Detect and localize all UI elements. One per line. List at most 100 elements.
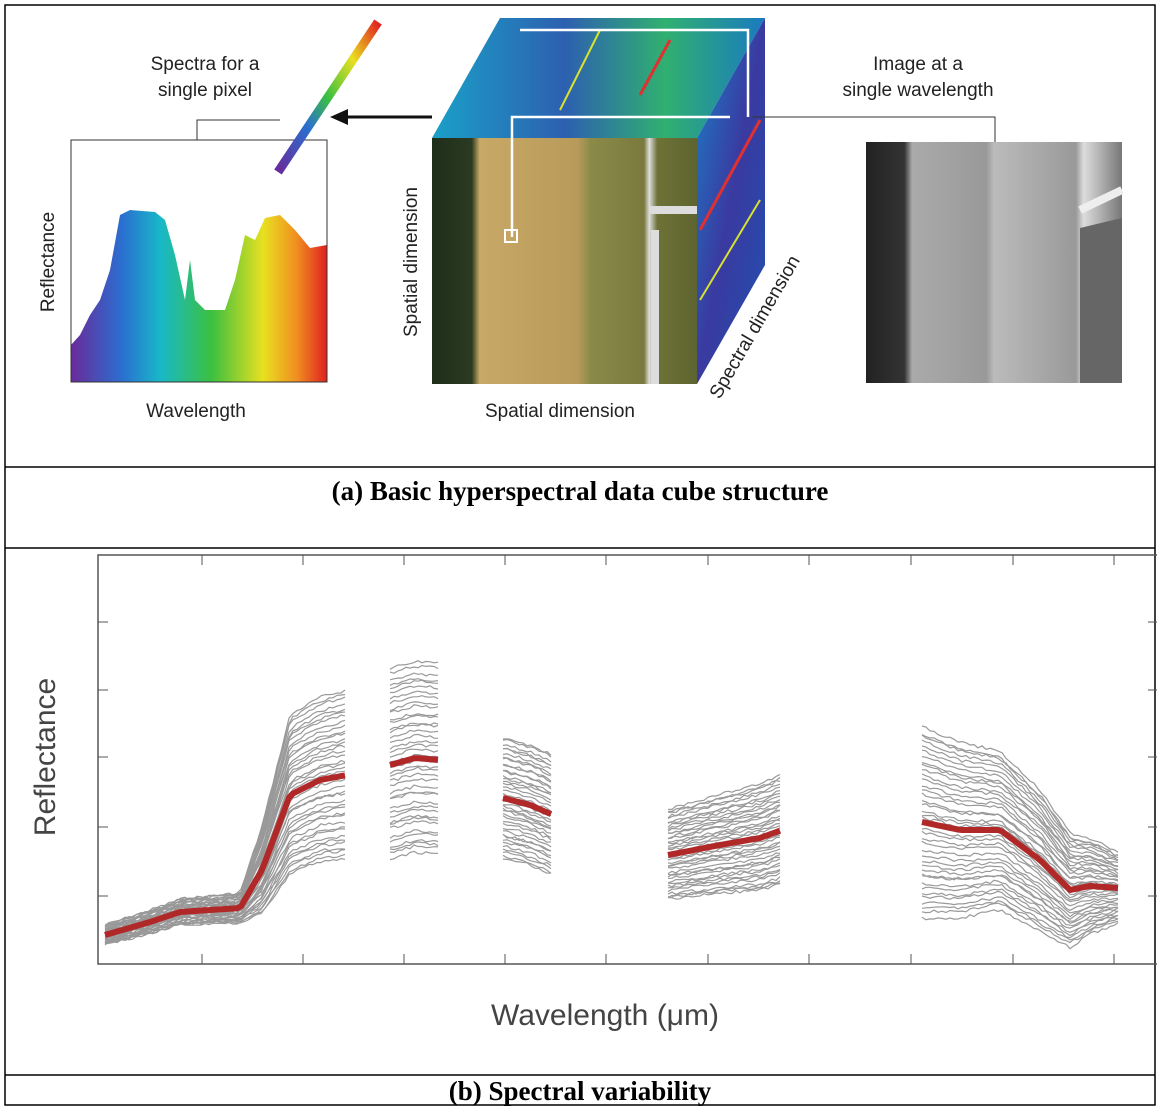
sample-spectrum: [921, 785, 1119, 877]
sample-spectrum: [667, 804, 781, 834]
sample-spectrum: [921, 814, 1119, 887]
sample-spectrum: [502, 738, 552, 756]
sample-spectrum: [667, 870, 781, 889]
sample-spectrum: [667, 852, 781, 875]
sample-spectrum: [389, 690, 439, 700]
sample-spectrum: [389, 740, 439, 750]
sample-spectrum: [921, 803, 1119, 882]
sample-spectrum: [389, 765, 439, 775]
y-axis-label: Reflectance: [38, 212, 59, 312]
sample-spectrum: [668, 883, 781, 900]
sample-spectrum: [389, 777, 439, 787]
sample-spectrum: [921, 864, 1119, 918]
sample-spectrum: [667, 783, 781, 819]
sample-spectrum: [667, 779, 781, 814]
sample-spectrum: [502, 744, 552, 763]
sample-spectrum: [502, 828, 552, 843]
sample-spectrum: [667, 801, 781, 832]
sample-spectrum: [389, 829, 439, 839]
sample-spectrum: [389, 805, 439, 813]
sample-spectrum: [104, 738, 346, 932]
spectrum-plot: [70, 119, 328, 383]
sample-spectrum: [667, 872, 781, 893]
sample-spectrum: [921, 896, 1119, 939]
sample-spectrum: [921, 838, 1119, 901]
sample-spectrum: [667, 799, 781, 830]
image-label: single wavelength: [842, 80, 993, 101]
x-axis-label: Wavelength (μm): [491, 999, 719, 1032]
sample-spectrum: [503, 747, 552, 767]
sample-spectrum: [921, 874, 1119, 924]
sample-spectrum: [389, 748, 439, 758]
sample-spectrum: [104, 857, 346, 945]
arrow: [330, 109, 432, 125]
sample-spectrum: [667, 841, 781, 867]
sample-spectrum: [389, 832, 439, 843]
sample-spectrum: [921, 902, 1119, 944]
sample-spectrum: [667, 858, 781, 879]
sample-spectrum: [921, 884, 1119, 929]
sample-spectrum: [921, 849, 1119, 907]
sample-spectrum: [921, 840, 1119, 903]
sample-spectrum: [389, 672, 439, 681]
sample-spectrum: [502, 839, 552, 857]
caption: (a) Basic hyperspectral data cube struct…: [332, 476, 829, 506]
sample-spectrum: [667, 773, 781, 811]
sample-spectrum: [502, 738, 552, 758]
sample-spectrum: [502, 845, 552, 864]
sample-spectrum: [667, 864, 781, 885]
sample-spectrum: [389, 714, 439, 723]
sample-spectrum: [667, 809, 781, 840]
sample-spectrum: [921, 769, 1119, 871]
mean-spectrum: [389, 755, 439, 768]
sample-spectrum: [389, 850, 439, 861]
sample-spectrum: [389, 704, 439, 713]
mean-spectrum: [502, 795, 553, 817]
sample-spectrum: [389, 791, 439, 800]
mean-spectrum: [921, 819, 1119, 893]
image-label: Image at a: [873, 54, 963, 75]
sample-spectrum: [104, 724, 346, 930]
sample-spectrum: [502, 757, 552, 776]
sample-spectrum: [502, 764, 552, 783]
sample-spectrum: [502, 821, 552, 838]
sample-spectrum: [502, 807, 552, 827]
sample-spectrum: [667, 882, 781, 899]
sample-spectrum: [104, 828, 345, 944]
sample-spectrum: [921, 868, 1119, 921]
sample-spectrum: [389, 784, 439, 795]
sample-spectrum: [667, 823, 781, 849]
sample-spectrum: [667, 809, 781, 840]
mean-spectrum: [667, 827, 782, 858]
sample-spectrum: [502, 833, 552, 852]
sample-spectrum: [502, 756, 552, 777]
sample-spectrum: [502, 763, 552, 782]
sample-spectrum: [667, 792, 781, 824]
pixel-spectrum-bar: [274, 19, 382, 175]
sample-spectrum: [667, 786, 781, 819]
sample-spectrum: [667, 825, 781, 851]
sample-spectrum: [502, 810, 552, 829]
sample-spectrum: [104, 696, 346, 926]
sample-spectrum: [389, 660, 439, 670]
sample-spectrum: [921, 734, 1119, 856]
sample-spectrum: [389, 729, 439, 739]
sample-spectrum: [104, 821, 346, 941]
x-axis-label: Wavelength: [146, 401, 246, 422]
sample-spectrum: [389, 791, 439, 800]
sample-spectrum: [502, 858, 552, 874]
sample-spectrum: [502, 753, 552, 770]
sample-spectrum: [921, 827, 1119, 896]
sample-spectrum: [502, 782, 552, 801]
sample-spectrum: [667, 876, 781, 896]
sample-spectrum: [502, 815, 552, 834]
y-axis-label: Reflectance: [29, 678, 62, 836]
sample-spectrum: [389, 839, 439, 848]
sample-spectrum: [921, 763, 1119, 868]
sample-spectrum: [921, 890, 1119, 937]
sample-spectrum: [502, 822, 552, 841]
sample-spectrum: [921, 739, 1119, 859]
sample-spectrum: [668, 804, 781, 834]
sample-spectrum: [502, 777, 552, 794]
sample-spectrum: [921, 789, 1119, 878]
